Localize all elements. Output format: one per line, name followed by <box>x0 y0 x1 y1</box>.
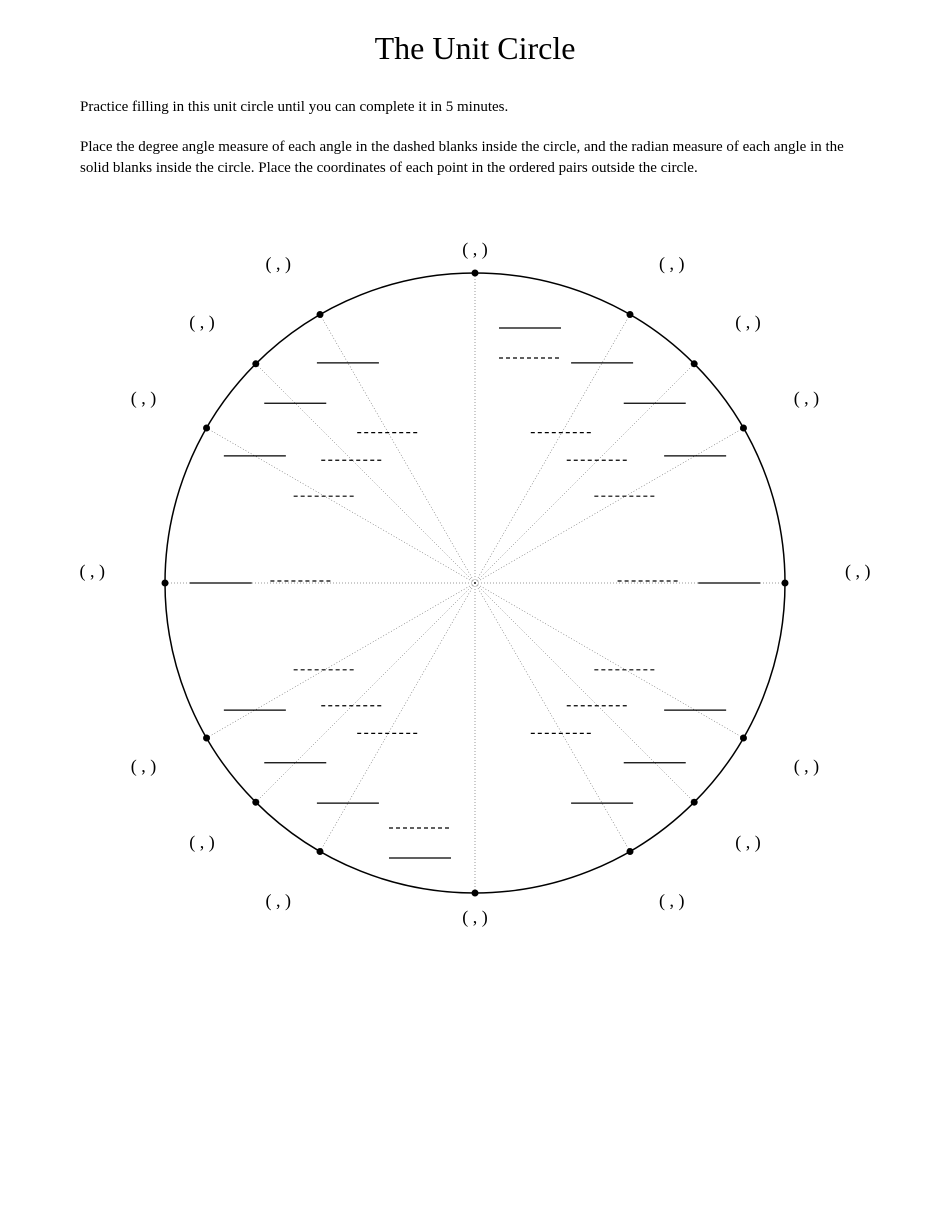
ordered-pair-blank[interactable]: ( , ) <box>659 890 685 911</box>
circle-point <box>472 269 479 276</box>
radius-line <box>475 583 630 851</box>
page-title: The Unit Circle <box>80 30 870 67</box>
ordered-pair-blank[interactable]: ( , ) <box>80 561 105 582</box>
instructions-line-2: Place the degree angle measure of each a… <box>80 137 870 178</box>
circle-point <box>317 311 324 318</box>
ordered-pair-blank[interactable]: ( , ) <box>266 890 292 911</box>
radius-line <box>320 314 475 582</box>
ordered-pair-blank[interactable]: ( , ) <box>462 907 488 928</box>
radius-line <box>207 583 475 738</box>
circle-point <box>691 798 698 805</box>
radius-line <box>475 583 743 738</box>
ordered-pair-blank[interactable]: ( , ) <box>189 832 215 853</box>
radius-line <box>320 583 475 851</box>
circle-point <box>162 579 169 586</box>
worksheet-page: The Unit Circle Practice filling in this… <box>0 0 950 1023</box>
ordered-pair-blank[interactable]: ( , ) <box>659 253 685 274</box>
ordered-pair-blank[interactable]: ( , ) <box>131 756 157 777</box>
ordered-pair-blank[interactable]: ( , ) <box>266 253 292 274</box>
radius-line <box>256 364 475 583</box>
ordered-pair-blank[interactable]: ( , ) <box>462 239 488 260</box>
circle-point <box>472 889 479 896</box>
ordered-pair-blank[interactable]: ( , ) <box>735 312 761 333</box>
ordered-pair-blank[interactable]: ( , ) <box>845 561 870 582</box>
radius-line <box>475 314 630 582</box>
circle-point <box>203 424 210 431</box>
radius-line <box>256 583 475 802</box>
circle-point <box>740 424 747 431</box>
unit-circle-svg: ( , ) ( , ) ( , ) ( , ) ( , ) ( , ) ( , ) ( , )… <box>80 198 870 968</box>
radius-line <box>475 583 694 802</box>
circle-point <box>627 311 634 318</box>
ordered-pair-blank[interactable]: ( , ) <box>189 312 215 333</box>
circle-point <box>740 734 747 741</box>
ordered-pair-blank[interactable]: ( , ) <box>735 832 761 853</box>
radius-line <box>475 428 743 583</box>
ordered-pair-blank[interactable]: ( , ) <box>794 388 820 409</box>
ordered-pair-blank[interactable]: ( , ) <box>131 388 157 409</box>
circle-point <box>252 798 259 805</box>
unit-circle-diagram: ( , ) ( , ) ( , ) ( , ) ( , ) ( , ) ( , ) ( , )… <box>80 198 870 973</box>
ordered-pair-blank[interactable]: ( , ) <box>794 756 820 777</box>
circle-point <box>252 360 259 367</box>
circle-point <box>627 848 634 855</box>
circle-point <box>317 848 324 855</box>
radius-line <box>475 364 694 583</box>
circle-point <box>203 734 210 741</box>
radius-line <box>207 428 475 583</box>
circle-point <box>782 579 789 586</box>
instructions-line-1: Practice filling in this unit circle unt… <box>80 97 870 117</box>
circle-point <box>691 360 698 367</box>
